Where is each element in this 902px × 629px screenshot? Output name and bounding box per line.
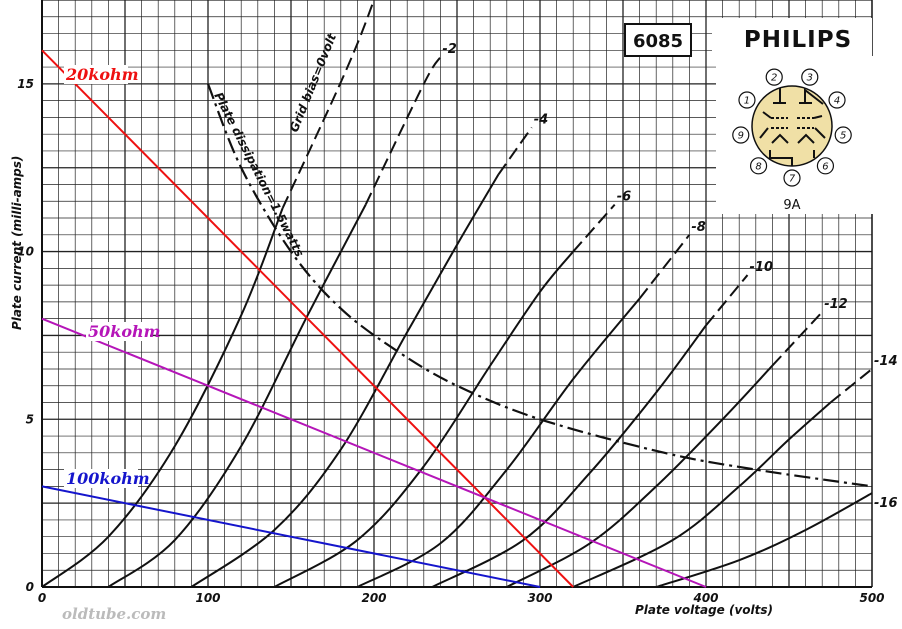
pin-circle xyxy=(765,68,783,86)
pin-number: 8 xyxy=(755,161,761,172)
plate-curve-extension-6 xyxy=(771,311,823,367)
plate-curve-7 xyxy=(572,401,832,588)
brand-background xyxy=(712,18,872,58)
plate-curve-extension-4 xyxy=(638,234,691,300)
tube-type: 6085 xyxy=(633,31,683,52)
load-line-label-bg xyxy=(64,469,138,488)
x-tick-label: 0 xyxy=(38,591,46,605)
plate-curve-extension-1 xyxy=(364,56,442,206)
plate-curve-extension-0 xyxy=(281,0,375,209)
curve-label: -8 xyxy=(691,220,705,235)
pin-number: 5 xyxy=(840,131,846,142)
y-axis-title: Plate current (milli-amps) xyxy=(10,156,24,330)
pin-circle xyxy=(749,157,768,175)
load-line-50kohm xyxy=(41,317,707,588)
plate-curve-extension-3 xyxy=(572,203,616,253)
pin-markers: 1 2 3 4 5 6 7 8 9 xyxy=(732,68,852,187)
plate-curve-extension-2 xyxy=(497,126,533,176)
plate-curve-0 xyxy=(41,207,284,588)
pin-circle xyxy=(738,91,756,109)
dissipation-limit-curve xyxy=(206,83,873,488)
pin-number: 9 xyxy=(738,131,744,142)
pin-circle xyxy=(834,126,852,144)
load-lines: 20kohm 50kohm 100kohm xyxy=(41,49,707,588)
load-line-label-bg xyxy=(64,65,128,84)
plate-curve-2 xyxy=(190,173,500,588)
watermark: oldtube.com xyxy=(62,605,166,623)
y-tick-label: 15 xyxy=(17,77,34,91)
plate-curve-1 xyxy=(107,204,367,588)
load-line-label: 20kohm xyxy=(65,65,139,84)
curve-label: -4 xyxy=(534,112,548,127)
pin-number: 6 xyxy=(822,161,828,172)
plate-curve-extension-7 xyxy=(829,368,873,404)
pin-circle xyxy=(828,91,846,109)
plate-curve-6 xyxy=(506,364,774,588)
load-line-label: 50kohm xyxy=(88,322,161,341)
pin-number: 3 xyxy=(807,73,813,84)
x-tick-label: 200 xyxy=(361,591,386,605)
plate-curve-3 xyxy=(273,250,574,588)
pin-number: 2 xyxy=(771,73,777,84)
curve-label: -2 xyxy=(442,42,456,57)
pin-number: 4 xyxy=(834,96,840,107)
pin-diagram: 1 2 3 4 5 6 7 8 9 xyxy=(732,68,852,187)
plate-curve-8 xyxy=(655,492,873,588)
tube-info-card: 6085 PHILIPS 1 2 3 4 5 6 7 8 9 9A xyxy=(624,18,874,214)
y-tick-label: 5 xyxy=(26,412,34,426)
x-axis-title: Plate voltage (volts) xyxy=(635,603,773,617)
curve-label: -10 xyxy=(750,260,774,275)
plate-curves xyxy=(41,0,873,588)
grid-minor-lines xyxy=(42,0,872,587)
x-tick-label: 100 xyxy=(195,591,220,605)
tube-envelope xyxy=(751,85,833,167)
x-tick-label: 300 xyxy=(527,591,552,605)
electrode-schematic-icon xyxy=(759,87,826,166)
pin-number: 7 xyxy=(789,174,796,185)
x-tick-label: 500 xyxy=(859,591,884,605)
pin-circle xyxy=(801,68,819,86)
plate-curve-5 xyxy=(431,324,707,588)
base-code: 9A xyxy=(783,198,800,213)
pin-circle xyxy=(783,169,801,187)
pin-circle xyxy=(732,126,750,144)
x-tick-label: 400 xyxy=(692,591,718,605)
plate-curve-extension-5 xyxy=(705,274,749,327)
plate-curve-4 xyxy=(356,297,641,588)
curve-label: -6 xyxy=(617,190,631,205)
dissipation-curve xyxy=(206,83,873,488)
load-line-label-bg xyxy=(86,322,150,341)
load-line-100kohm xyxy=(41,485,541,588)
curve-label: -12 xyxy=(824,297,848,312)
curve-label: -16 xyxy=(874,496,898,511)
pin-circle xyxy=(816,157,835,175)
pin-number: 1 xyxy=(744,96,750,107)
y-tick-label: 10 xyxy=(17,245,34,259)
curve-label: -14 xyxy=(874,354,898,369)
y-tick-label: 0 xyxy=(26,580,34,594)
grid-bias-zero-label: Grid bias=0volt xyxy=(287,30,340,134)
load-line-label: 100kohm xyxy=(66,469,150,488)
tube-type-box xyxy=(624,23,692,57)
brand-logo: PHILIPS xyxy=(744,27,852,53)
